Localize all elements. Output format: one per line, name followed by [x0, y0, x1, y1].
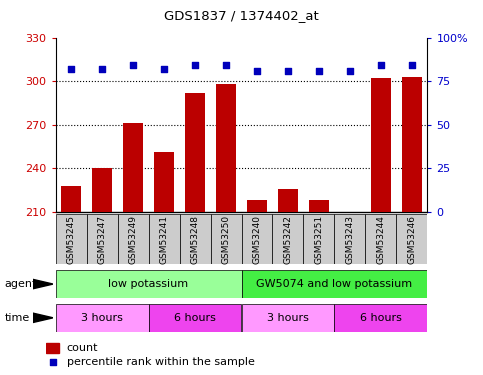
- Text: GSM53245: GSM53245: [67, 214, 75, 264]
- Point: [49, 359, 57, 365]
- Point: [346, 68, 354, 74]
- Text: GSM53243: GSM53243: [345, 214, 355, 264]
- Bar: [371, 78, 391, 212]
- Point: [98, 66, 106, 72]
- Bar: [216, 84, 236, 212]
- Bar: [56, 270, 242, 298]
- Bar: [247, 200, 267, 212]
- Bar: [56, 214, 86, 264]
- Bar: [46, 344, 59, 352]
- Bar: [185, 93, 205, 212]
- Text: 6 hours: 6 hours: [360, 313, 402, 323]
- Bar: [211, 214, 242, 264]
- Bar: [334, 214, 366, 264]
- Text: GSM53244: GSM53244: [376, 214, 385, 264]
- Text: GSM53240: GSM53240: [253, 214, 261, 264]
- Text: GSM53242: GSM53242: [284, 214, 293, 264]
- Point: [408, 62, 416, 68]
- Point: [315, 68, 323, 74]
- Bar: [149, 214, 180, 264]
- Bar: [303, 214, 334, 264]
- Point: [222, 62, 230, 68]
- Bar: [154, 152, 174, 212]
- Text: GSM53246: GSM53246: [408, 214, 416, 264]
- Bar: [242, 214, 272, 264]
- Point: [284, 68, 292, 74]
- Text: time: time: [5, 313, 30, 323]
- Bar: [366, 214, 397, 264]
- Bar: [309, 200, 329, 212]
- Bar: [278, 189, 298, 212]
- Text: GSM53247: GSM53247: [98, 214, 107, 264]
- Text: agent: agent: [5, 279, 37, 289]
- Point: [160, 66, 168, 72]
- Bar: [86, 214, 117, 264]
- Point: [377, 62, 385, 68]
- Bar: [242, 304, 334, 332]
- Bar: [402, 77, 422, 212]
- Text: GSM53248: GSM53248: [190, 214, 199, 264]
- Point: [129, 62, 137, 68]
- Text: 3 hours: 3 hours: [267, 313, 309, 323]
- Bar: [149, 304, 242, 332]
- Bar: [397, 214, 427, 264]
- Bar: [272, 214, 303, 264]
- Bar: [242, 270, 427, 298]
- Bar: [61, 186, 81, 212]
- Text: GSM53251: GSM53251: [314, 214, 324, 264]
- Bar: [180, 214, 211, 264]
- Point: [67, 66, 75, 72]
- Bar: [92, 168, 112, 212]
- Bar: [340, 212, 360, 213]
- Text: count: count: [67, 343, 99, 353]
- Text: percentile rank within the sample: percentile rank within the sample: [67, 357, 255, 367]
- Text: GW5074 and low potassium: GW5074 and low potassium: [256, 279, 412, 289]
- Text: GSM53249: GSM53249: [128, 214, 138, 264]
- Text: 3 hours: 3 hours: [81, 313, 123, 323]
- Bar: [117, 214, 149, 264]
- Text: 6 hours: 6 hours: [174, 313, 216, 323]
- Text: low potassium: low potassium: [109, 279, 188, 289]
- Polygon shape: [33, 279, 53, 289]
- Point: [191, 62, 199, 68]
- Polygon shape: [33, 313, 53, 322]
- Bar: [334, 304, 427, 332]
- Point: [253, 68, 261, 74]
- Text: GSM53250: GSM53250: [222, 214, 230, 264]
- Bar: [123, 123, 143, 212]
- Text: GSM53241: GSM53241: [159, 214, 169, 264]
- Text: GDS1837 / 1374402_at: GDS1837 / 1374402_at: [164, 9, 319, 22]
- Bar: [56, 304, 149, 332]
